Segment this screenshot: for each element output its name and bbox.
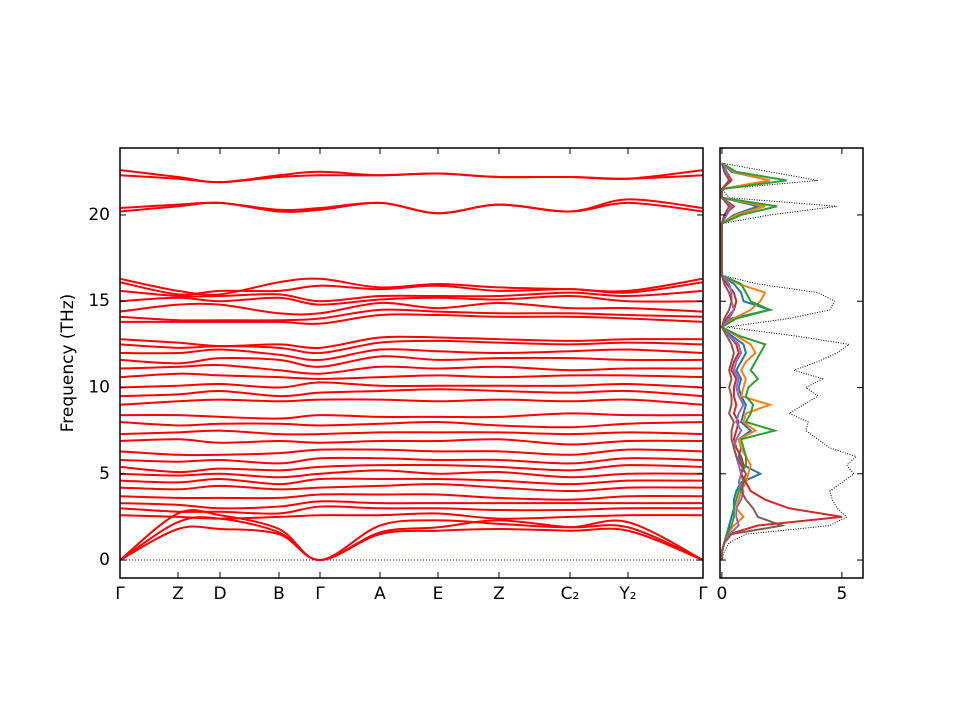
x-tick-label: Y₂ [618, 584, 636, 604]
band-line [119, 429, 704, 436]
band-line [119, 420, 704, 429]
band-line [119, 516, 704, 562]
x-tick-label: Z [493, 584, 505, 604]
x-tick-label: B [273, 584, 285, 604]
band-line [119, 388, 704, 398]
y-tick-label: 0 [99, 550, 110, 570]
x-tick-label: 0 [717, 584, 728, 604]
axes-frame [119, 147, 704, 579]
dos-partial [720, 162, 786, 561]
x-tick-label: C₂ [561, 584, 580, 604]
band-line [119, 339, 704, 355]
band-line [119, 493, 704, 501]
axes-frame [719, 147, 864, 579]
band-line [119, 308, 704, 322]
band-line [119, 509, 704, 562]
band-line [119, 172, 704, 184]
band-line [119, 289, 704, 303]
band-line [119, 355, 704, 368]
x-tick-label: D [213, 584, 226, 604]
y-tick-label: 10 [88, 378, 110, 398]
band-line [119, 469, 704, 479]
band-line [119, 398, 704, 406]
y-tick-label: 5 [99, 464, 110, 484]
x-tick-label: Z [172, 584, 184, 604]
y-tick-label: 15 [88, 291, 110, 311]
band-line [119, 525, 704, 562]
band-line [119, 381, 704, 389]
band-line [119, 477, 704, 486]
band-line [119, 500, 703, 510]
x-tick-label: 5 [836, 584, 847, 604]
band-line [119, 456, 704, 465]
band-line [119, 201, 704, 215]
band-line [119, 295, 704, 306]
band-line [119, 348, 704, 361]
x-tick-label: A [374, 584, 386, 604]
band-line [119, 412, 704, 420]
y-axis-label: Frequency (THz) [58, 294, 78, 433]
x-tick-label: Γ [115, 584, 125, 604]
x-tick-label: Γ [315, 584, 325, 604]
band-line [119, 448, 704, 457]
x-tick-label: E [433, 584, 444, 604]
band-line [119, 505, 704, 515]
band-line [119, 301, 704, 316]
band-line [119, 463, 704, 474]
x-tick-label: Γ [698, 584, 708, 604]
y-tick-label: 20 [88, 205, 110, 225]
band-line [120, 313, 704, 325]
band-line [119, 281, 704, 296]
band-line [119, 438, 704, 446]
band-line [119, 372, 704, 380]
band-line [119, 363, 704, 375]
band-line [119, 483, 704, 493]
